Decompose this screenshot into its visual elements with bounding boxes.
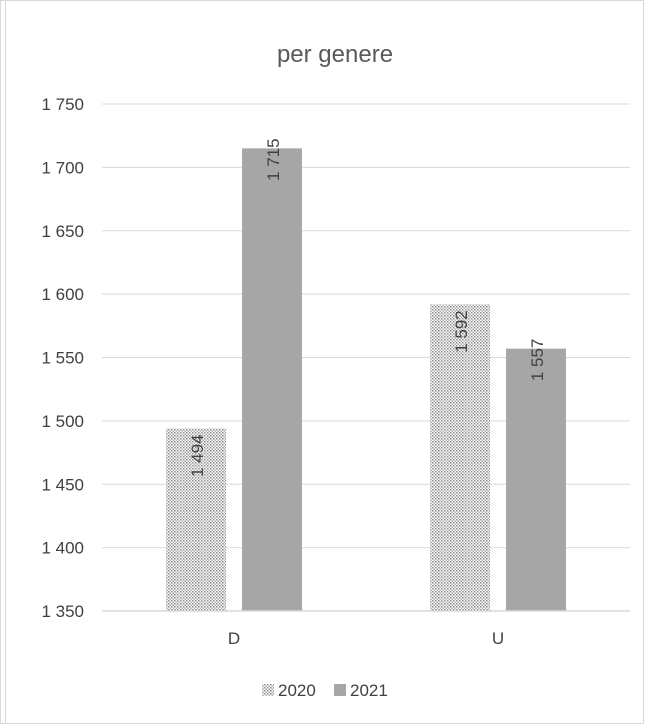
data-label: 1 557 — [528, 339, 547, 382]
legend-label: 2020 — [278, 681, 316, 700]
y-tick-label: 1 650 — [41, 222, 84, 241]
y-tick-label: 1 600 — [41, 285, 84, 304]
y-tick-label: 1 750 — [41, 95, 84, 114]
x-category-label: D — [228, 629, 240, 648]
data-label: 1 494 — [188, 434, 207, 477]
bar-2020-D — [166, 428, 226, 611]
y-axis: 1 350 1 400 1 450 1 500 1 550 1 600 1 650 1 700… — [41, 95, 84, 621]
legend-label: 2021 — [350, 681, 388, 700]
y-tick-label: 1 450 — [41, 475, 84, 494]
bars: 1 494 1 715 1 592 1 557 — [166, 138, 566, 612]
legend: 2020 2021 — [262, 681, 388, 700]
x-category-label: U — [492, 629, 504, 648]
data-label: 1 592 — [452, 310, 471, 353]
y-tick-label: 1 550 — [41, 349, 84, 368]
chart-title: per genere — [277, 41, 393, 68]
legend-swatch-2020 — [262, 684, 274, 696]
data-label: 1 715 — [264, 138, 283, 181]
legend-swatch-2021 — [334, 684, 346, 696]
y-tick-label: 1 700 — [41, 158, 84, 177]
y-tick-label: 1 400 — [41, 539, 84, 558]
chart-inner-border — [5, 0, 6, 724]
bar-2021-D — [242, 148, 302, 612]
bar-2020-U — [430, 304, 490, 611]
y-tick-label: 1 350 — [41, 602, 84, 621]
bar-2021-U — [506, 348, 566, 611]
y-tick-label: 1 500 — [41, 412, 84, 431]
